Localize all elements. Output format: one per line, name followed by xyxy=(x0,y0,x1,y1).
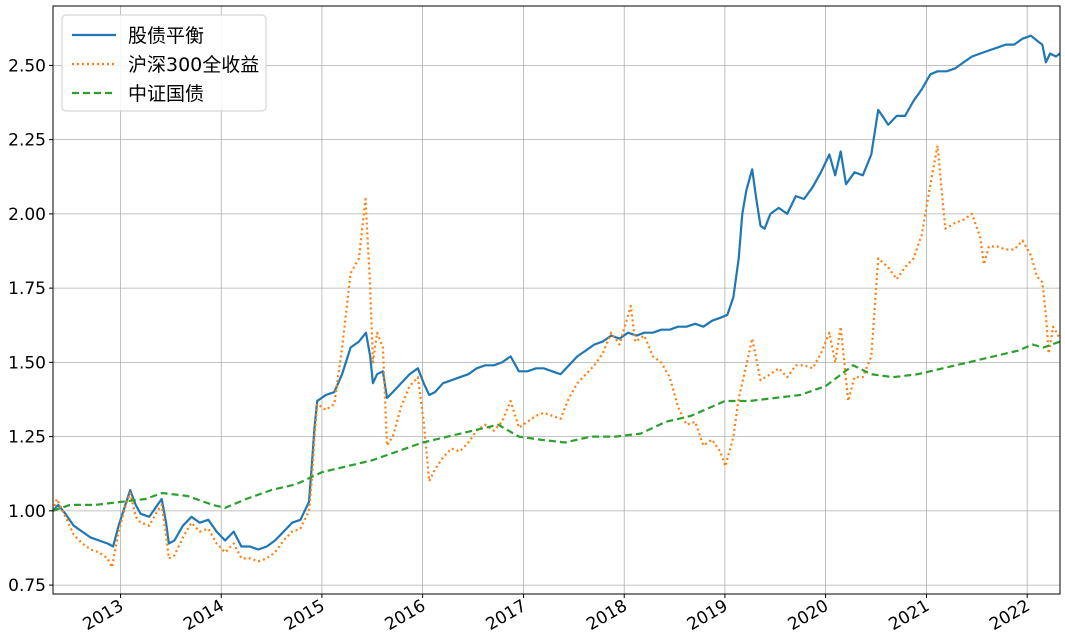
y-tick-label: 2.25 xyxy=(8,131,46,151)
legend-frame xyxy=(61,14,267,112)
legend-label-hs300: 沪深300全收益 xyxy=(128,54,259,76)
y-tick-label: 2.00 xyxy=(8,205,46,225)
y-tick-label: 1.50 xyxy=(8,353,46,373)
legend-label-bond: 中证国债 xyxy=(128,83,204,105)
y-tick-label: 1.75 xyxy=(8,279,46,299)
legend: 股债平衡 沪深300全收益 中证国债 xyxy=(61,14,267,112)
series-lines xyxy=(51,34,1061,569)
legend-label-balance: 股债平衡 xyxy=(128,25,204,47)
plot-frame xyxy=(52,5,1061,595)
y-axis: 0.75 1.00 1.25 1.50 1.75 2.00 2.25 2.50 xyxy=(8,56,53,596)
y-tick-label: 2.50 xyxy=(8,56,46,76)
y-tick-label: 1.25 xyxy=(8,428,46,448)
series-line-balance xyxy=(52,34,1061,551)
series-line-hs300 xyxy=(51,144,1061,569)
series-line-bond xyxy=(52,340,1061,512)
y-tick-label: 0.75 xyxy=(8,576,46,596)
y-tick-label: 1.00 xyxy=(8,502,46,522)
